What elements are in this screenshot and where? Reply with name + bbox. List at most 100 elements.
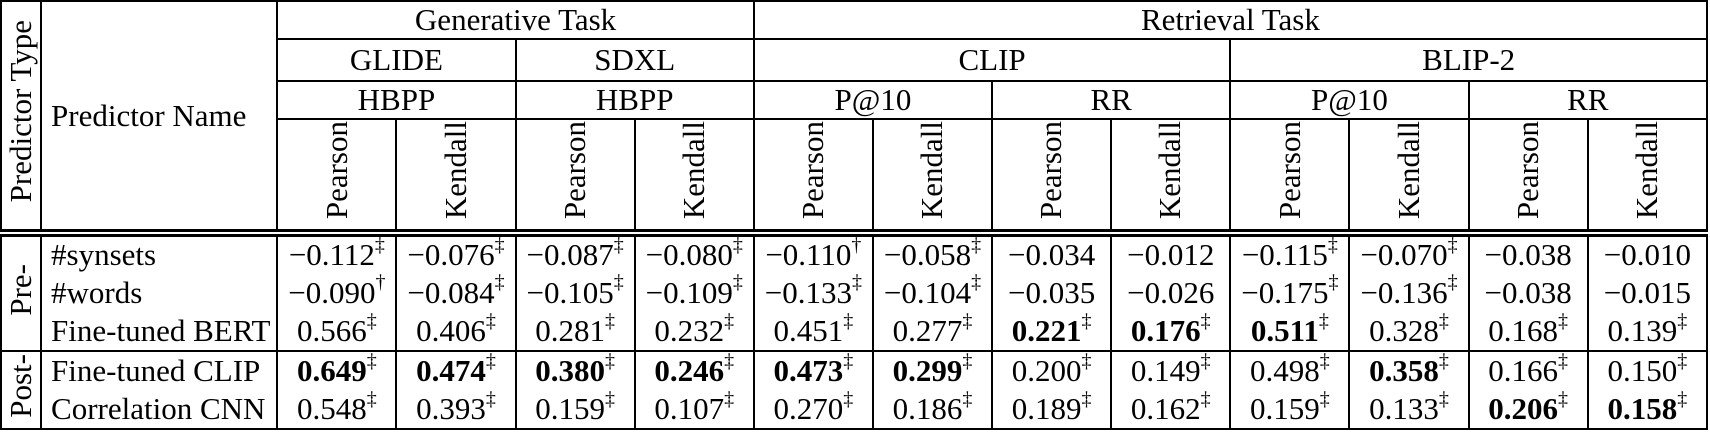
stat-col-header: Pearson <box>514 118 636 234</box>
value-cell: 0.451‡ <box>752 312 874 351</box>
value-text: 0.380 <box>535 353 605 388</box>
value-text: 0.133 <box>1369 391 1439 426</box>
stat-col-header: Pearson <box>1467 118 1589 234</box>
value-text: −0.080 <box>645 237 733 272</box>
predictor-name-cell: #synsets <box>40 233 279 273</box>
value-text: 0.277 <box>892 313 963 348</box>
stat-col-header: Kendall <box>1586 118 1709 234</box>
value-cell: 0.299‡ <box>871 351 994 390</box>
stat-col-header: Kendall <box>871 118 994 234</box>
value-cell: −0.038 <box>1467 233 1589 273</box>
significance-marker: ‡ <box>1200 390 1211 410</box>
significance-marker: ‡ <box>1438 390 1449 410</box>
table-body: Pre- #synsets −0.112‡ −0.076‡ −0.087‡ −0.080‡… <box>0 233 1709 429</box>
group-rotated-label: Post- <box>2 354 38 418</box>
significance-marker: ‡ <box>366 351 377 372</box>
value-cell: 0.162‡ <box>1110 390 1232 429</box>
table-row: Post- Fine-tuned CLIP 0.649‡ 0.474‡ 0.380‡ 0.… <box>0 351 1709 429</box>
table-row: #words −0.090† −0.084‡ −0.105‡ −0.109‡ −0.133… <box>1 273 1709 312</box>
value-cell: 0.186‡ <box>871 390 994 429</box>
significance-marker: ‡ <box>1319 351 1330 372</box>
significance-marker: ‡ <box>971 273 982 294</box>
value-text: 0.186 <box>892 391 963 426</box>
significance-marker: ‡ <box>1558 390 1568 410</box>
stat-rotated-label: Kendall <box>1629 121 1665 220</box>
stat-rotated-label: Pearson <box>1033 121 1069 220</box>
value-cell: 0.206‡ <box>1467 390 1589 429</box>
significance-marker: ‡ <box>366 390 377 410</box>
value-cell: 0.246‡ <box>633 351 755 390</box>
value-cell: −0.015 <box>1586 273 1709 312</box>
measure-header: HBPP <box>276 80 517 120</box>
value-cell: −0.034 <box>991 233 1113 273</box>
stat-rotated-label: Pearson <box>1509 121 1545 220</box>
significance-marker: ‡ <box>843 312 854 332</box>
value-cell: 0.232‡ <box>633 312 755 351</box>
value-text: 0.166 <box>1488 353 1558 388</box>
value-text: 0.393 <box>416 391 486 426</box>
value-cell: −0.115‡ <box>1229 233 1351 273</box>
value-text: 0.281 <box>535 313 605 348</box>
significance-marker: ‡ <box>843 390 854 410</box>
value-cell: 0.159‡ <box>514 390 636 429</box>
value-text: 0.189 <box>1011 391 1082 426</box>
value-text: 0.649 <box>296 353 367 388</box>
value-cell: −0.084‡ <box>395 273 517 312</box>
table-row: Correlation CNN 0.548‡ 0.393‡ 0.159‡ 0.107‡ 0… <box>1 390 1709 429</box>
value-cell: −0.110† <box>752 233 874 273</box>
value-cell: −0.136‡ <box>1348 273 1470 312</box>
value-cell: 0.159‡ <box>1229 390 1351 429</box>
value-text: 0.232 <box>654 313 725 348</box>
predictor-name-header: Predictor Name <box>40 0 279 234</box>
value-text: −0.104 <box>883 274 972 310</box>
model-header: SDXL <box>514 38 755 82</box>
significance-marker: ‡ <box>374 233 385 256</box>
value-text: −0.070 <box>1360 237 1448 272</box>
value-text: −0.038 <box>1484 237 1572 272</box>
model-header: BLIP-2 <box>1229 38 1708 82</box>
value-cell: −0.105‡ <box>514 273 636 312</box>
value-cell: 0.281‡ <box>514 312 636 351</box>
value-text: 0.150 <box>1607 353 1678 388</box>
value-text: −0.090 <box>288 274 376 310</box>
value-text: 0.498 <box>1250 353 1320 388</box>
significance-marker: ‡ <box>851 273 862 294</box>
significance-marker: ‡ <box>1447 233 1458 256</box>
value-text: 0.221 <box>1011 313 1082 348</box>
value-text: 0.149 <box>1130 353 1201 388</box>
measure-header: P@10 <box>752 80 994 120</box>
significance-marker: ‡ <box>1438 312 1449 332</box>
significance-marker: ‡ <box>604 312 615 332</box>
significance-marker: ‡ <box>732 233 743 256</box>
value-cell: 0.149‡ <box>1110 351 1232 390</box>
value-text: −0.109 <box>645 274 733 310</box>
value-text: −0.175 <box>1241 274 1329 310</box>
value-text: 0.176 <box>1130 313 1201 348</box>
value-cell: −0.076‡ <box>395 233 517 273</box>
stat-col-header: Kendall <box>1110 118 1232 234</box>
measure-header: RR <box>1467 80 1709 120</box>
value-text: 0.159 <box>535 391 605 426</box>
results-table: Predictor Type Predictor Name Generative… <box>0 0 1709 430</box>
value-cell: 0.358‡ <box>1348 351 1470 390</box>
significance-marker: ‡ <box>1327 233 1338 256</box>
value-text: 0.158 <box>1607 391 1678 426</box>
significance-marker: ‡ <box>613 233 624 256</box>
significance-marker: ‡ <box>1200 351 1211 372</box>
value-text: 0.566 <box>296 313 367 348</box>
value-text: −0.015 <box>1603 274 1691 310</box>
value-cell: 0.380‡ <box>514 351 636 390</box>
header-row-tasks: Predictor Type Predictor Name Generative… <box>0 0 1709 234</box>
predictor-name-cell: #words <box>40 273 279 312</box>
significance-marker: ‡ <box>1677 351 1688 372</box>
value-cell: −0.109‡ <box>633 273 755 312</box>
value-cell: 0.473‡ <box>752 351 874 390</box>
stat-rotated-label: Kendall <box>914 121 950 220</box>
value-text: 0.328 <box>1369 313 1439 348</box>
table-header: Predictor Type Predictor Name Generative… <box>0 0 1709 234</box>
value-cell: 0.189‡ <box>991 390 1113 429</box>
significance-marker: ‡ <box>724 312 735 332</box>
task-group-header: Generative Task <box>276 0 755 40</box>
significance-marker: ‡ <box>732 273 743 294</box>
value-cell: 0.270‡ <box>752 390 874 429</box>
